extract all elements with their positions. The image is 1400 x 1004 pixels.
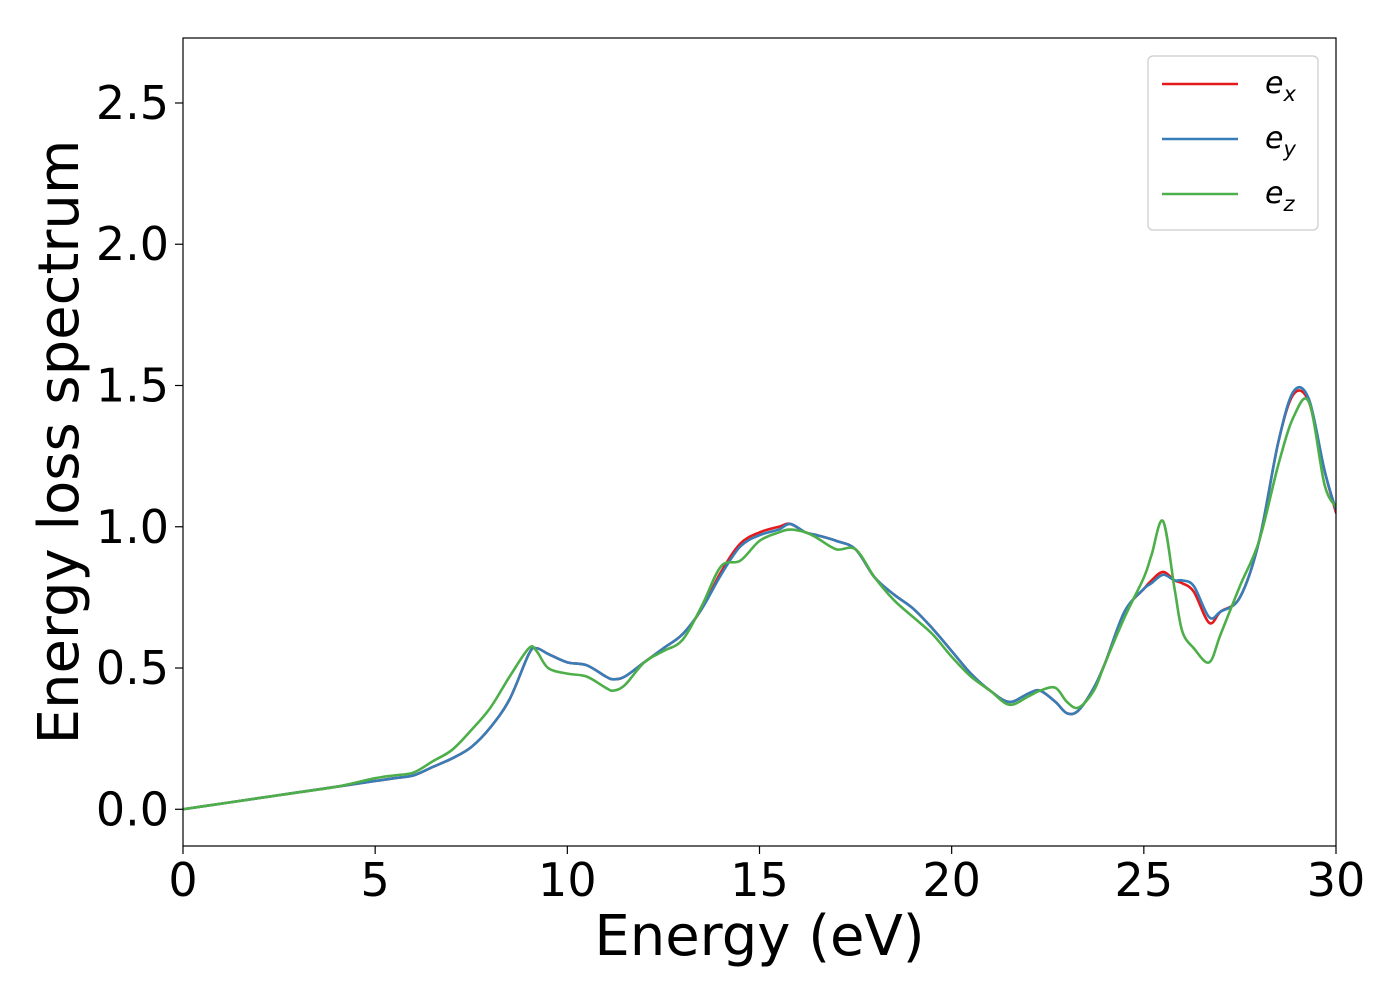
y-tick-label: 1.5 <box>96 358 169 412</box>
x-tick-label: 25 <box>1115 853 1174 907</box>
y-tick-label: 0.0 <box>96 782 169 836</box>
series-line-y <box>183 385 1336 811</box>
series-line-z <box>183 397 1336 811</box>
legend-label-x: ex <box>1265 66 1296 106</box>
x-tick-label: 0 <box>168 853 197 907</box>
x-tick-label: 15 <box>730 853 789 907</box>
legend-label-z: ez <box>1265 176 1295 216</box>
y-tick-label: 2.0 <box>96 217 169 271</box>
legend: ex ey ez <box>1147 55 1319 231</box>
y-axis-label: Energy loss spectrum <box>27 140 92 745</box>
x-tick-label: 30 <box>1307 853 1366 907</box>
y-axis-ticks: 0.0 0.5 1.0 1.5 2.0 2.5 <box>96 76 183 836</box>
series-line-x <box>183 389 1336 811</box>
y-tick-label: 0.5 <box>96 641 169 695</box>
x-tick-label: 20 <box>922 853 981 907</box>
x-axis-label: Energy (eV) <box>594 904 924 969</box>
x-tick-label: 10 <box>538 853 597 907</box>
x-tick-label: 5 <box>361 853 390 907</box>
series-layer <box>183 385 1336 811</box>
legend-label-y: ey <box>1265 121 1296 161</box>
y-tick-label: 1.0 <box>96 500 169 554</box>
y-tick-label: 2.5 <box>96 76 169 130</box>
legend-box <box>1147 55 1319 231</box>
x-axis-ticks: 0 5 10 15 20 25 30 <box>168 846 1365 907</box>
